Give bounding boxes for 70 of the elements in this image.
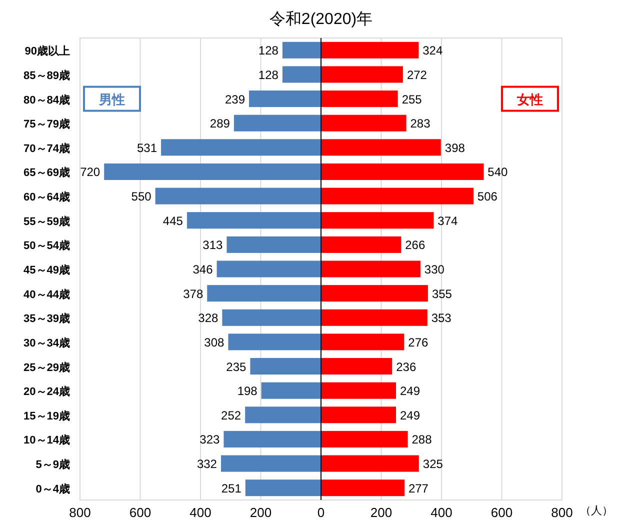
y-tick-label: 30～34歳 bbox=[24, 336, 70, 350]
data-label: 128 bbox=[258, 44, 279, 58]
data-label: 128 bbox=[258, 68, 279, 82]
chart-title: 令和2(2020)年 bbox=[269, 10, 373, 28]
data-label: 531 bbox=[137, 140, 158, 155]
data-label: 252 bbox=[221, 408, 242, 422]
y-tick-label: 65～69歳 bbox=[24, 166, 70, 180]
y-tick-label: 5～9歳 bbox=[36, 458, 70, 472]
x-tick-label: 400 bbox=[430, 505, 452, 520]
data-label: 249 bbox=[400, 408, 420, 422]
y-tick-label: 25～29歳 bbox=[24, 360, 70, 374]
text: 女性 bbox=[516, 92, 543, 107]
x-tick-label: 600 bbox=[490, 505, 513, 520]
x-tick-label: 200 bbox=[370, 505, 392, 520]
y-tick-label: 55～59歳 bbox=[24, 214, 70, 228]
data-label: 353 bbox=[431, 311, 452, 326]
data-label: 235 bbox=[226, 360, 247, 374]
y-tick-label: 70～74歳 bbox=[24, 142, 70, 155]
data-label: 378 bbox=[183, 286, 204, 301]
data-label: 308 bbox=[204, 335, 225, 350]
data-label: 355 bbox=[432, 286, 452, 301]
y-tick-label: 10～14歳 bbox=[24, 434, 70, 447]
x-tick-label: 600 bbox=[129, 505, 152, 520]
data-label: 283 bbox=[410, 116, 431, 131]
data-label: 288 bbox=[412, 432, 432, 447]
data-label: 374 bbox=[438, 214, 458, 228]
data-label: 277 bbox=[408, 481, 429, 496]
data-label: 236 bbox=[396, 360, 416, 374]
data-label: 325 bbox=[422, 457, 444, 472]
data-label: 272 bbox=[406, 68, 428, 82]
data-label: 251 bbox=[221, 481, 242, 496]
y-tick-label: 40～44歳 bbox=[24, 288, 70, 301]
data-label: 324 bbox=[422, 44, 443, 58]
x-tick-label: 800 bbox=[551, 505, 573, 520]
data-label: 313 bbox=[202, 238, 224, 252]
y-tick-label: 45～49歳 bbox=[24, 264, 70, 276]
y-tick-label: 90歳以上 bbox=[24, 44, 70, 58]
y-tick-label: 35～39歳 bbox=[24, 312, 70, 326]
x-tick-label: 400 bbox=[190, 505, 212, 520]
data-label: 323 bbox=[200, 432, 220, 447]
data-label: 550 bbox=[131, 190, 152, 204]
data-label: 540 bbox=[488, 165, 508, 180]
data-label: 239 bbox=[224, 92, 246, 106]
data-label: 506 bbox=[477, 190, 498, 204]
data-label: 198 bbox=[237, 384, 258, 398]
x-tick-label: 200 bbox=[250, 505, 272, 520]
y-tick-label: 50～54歳 bbox=[24, 239, 70, 252]
y-tick-label: 75～79歳 bbox=[24, 118, 70, 131]
y-tick-label: 85～89歳 bbox=[24, 68, 70, 82]
y-tick-label: 20～24歳 bbox=[24, 385, 70, 398]
data-label: 328 bbox=[198, 311, 219, 326]
x-tick-label: 800 bbox=[69, 505, 91, 520]
data-label: 346 bbox=[192, 262, 214, 276]
data-label: 276 bbox=[408, 335, 428, 350]
data-label: 720 bbox=[80, 165, 100, 180]
text: 男性 bbox=[98, 92, 125, 107]
x-axis-title: （人） bbox=[580, 505, 613, 517]
y-tick-label: 15～19歳 bbox=[24, 409, 70, 422]
data-label: 249 bbox=[400, 384, 420, 398]
data-label: 332 bbox=[196, 457, 218, 472]
data-label: 289 bbox=[210, 116, 230, 131]
x-tick-label: 0 bbox=[317, 505, 325, 520]
data-label: 398 bbox=[444, 140, 466, 155]
data-label: 255 bbox=[402, 92, 422, 106]
y-tick-label: 80～84歳 bbox=[24, 93, 70, 106]
data-label: 330 bbox=[424, 262, 445, 276]
y-tick-label: 0～4歳 bbox=[36, 482, 70, 496]
y-tick-label: 60～64歳 bbox=[24, 190, 70, 204]
data-label: 445 bbox=[162, 214, 184, 228]
data-label: 266 bbox=[405, 238, 426, 252]
